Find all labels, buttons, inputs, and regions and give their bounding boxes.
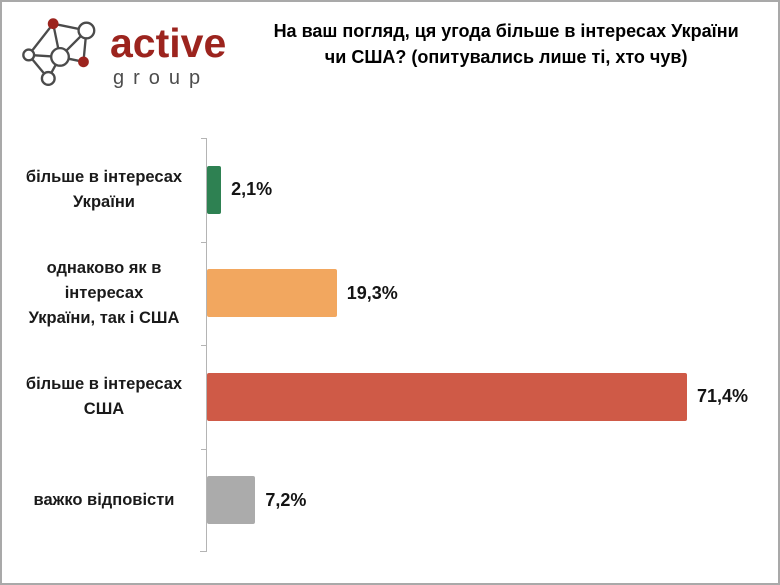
chart-title-line2: чи США? (опитувались лише ті, хто чув): [324, 47, 688, 67]
bar-chart: більше в інтересах України 2,1% однаково як…: [2, 138, 778, 552]
bar-4: [207, 476, 256, 525]
category-label: важко відповісти: [33, 490, 175, 509]
chart-row: більше в інтересах США 71,4%: [2, 345, 778, 449]
chart-title: На ваш погляд, ця угода більше в інтерес…: [226, 2, 778, 70]
network-graph-icon: [22, 18, 96, 86]
bar-zone: 7,2%: [201, 448, 778, 552]
value-label: 19,3%: [346, 282, 398, 303]
bar-2: [207, 269, 337, 318]
bar-zone: 2,1%: [201, 138, 778, 242]
chart-row: важко відповісти 7,2%: [2, 448, 778, 552]
category-label: однаково як в інтересах України, так і СШ…: [28, 258, 180, 327]
chart-title-line1: На ваш погляд, ця угода більше в інтерес…: [273, 21, 739, 41]
value-label: 71,4%: [697, 386, 749, 407]
bar-1: [207, 165, 222, 214]
chart-row: однаково як в інтересах України, так і СШ…: [2, 241, 778, 345]
value-label: 7,2%: [265, 489, 307, 510]
active-group-logo: active group: [16, 10, 226, 98]
logo-text: active group: [110, 22, 226, 90]
logo-subbrand-text: group: [113, 67, 210, 89]
chart-row: більше в інтересах України 2,1%: [2, 138, 778, 242]
bar-zone: 19,3%: [201, 241, 778, 345]
category-label: більше в інтересах США: [25, 374, 183, 418]
logo-brand-text: active: [110, 20, 227, 66]
category-label: більше в інтересах України: [25, 167, 183, 211]
value-label: 2,1%: [231, 179, 273, 200]
bar-zone: 71,4%: [201, 345, 778, 449]
header: active group На ваш погляд, ця угода біл…: [2, 2, 778, 138]
bar-3: [207, 372, 687, 421]
